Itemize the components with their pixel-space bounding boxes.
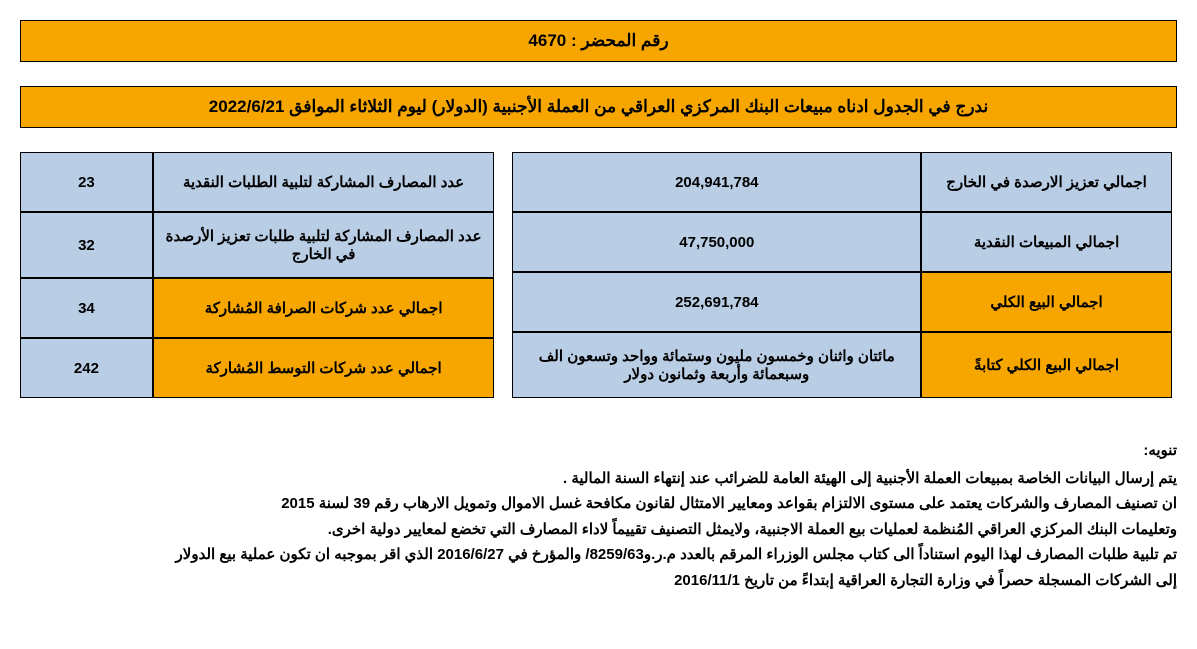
row-label: عدد المصارف المشاركة لتلبية طلبات تعزيز …	[153, 212, 495, 278]
table-row: عدد المصارف المشاركة لتلبية طلبات تعزيز …	[20, 212, 494, 278]
notes-line: ان تصنيف المصارف والشركات يعتمد على مستو…	[20, 491, 1177, 517]
row-value: 23	[20, 152, 153, 212]
table-row: اجمالي المبيعات النقدية47,750,000	[512, 212, 1171, 272]
notes-line: إلى الشركات المسجلة حصراً في وزارة التجا…	[20, 568, 1177, 594]
subtitle-bar: ندرج في الجدول ادناه مبيعات البنك المركز…	[20, 86, 1177, 128]
row-label: اجمالي عدد شركات التوسط المُشاركة	[153, 338, 495, 398]
row-value: 252,691,784	[512, 272, 921, 332]
row-label: اجمالي البيع الكلي كتابةً	[921, 332, 1172, 398]
table-row: اجمالي عدد شركات الصرافة المُشاركة34	[20, 278, 494, 338]
notes-line: تم تلبية طلبات المصارف لهذا اليوم استناد…	[20, 542, 1177, 568]
notes-line: يتم إرسال البيانات الخاصة بمبيعات العملة…	[20, 466, 1177, 492]
notes-title: تنويه:	[20, 438, 1177, 464]
record-number-bar: رقم المحضر : 4670	[20, 20, 1177, 62]
row-value: مائتان واثنان وخمسون مليون وستمائة وواحد…	[512, 332, 921, 398]
row-label: اجمالي عدد شركات الصرافة المُشاركة	[153, 278, 495, 338]
notes-line: وتعليمات البنك المركزي العراقي المُنظمة …	[20, 517, 1177, 543]
counts-table-container: عدد المصارف المشاركة لتلبية الطلبات النق…	[20, 152, 494, 398]
row-label: اجمالي المبيعات النقدية	[921, 212, 1172, 272]
row-value: 242	[20, 338, 153, 398]
row-label: اجمالي البيع الكلي	[921, 272, 1172, 332]
row-value: 32	[20, 212, 153, 278]
notes-section: تنويه: يتم إرسال البيانات الخاصة بمبيعات…	[20, 438, 1177, 593]
totals-table-container: اجمالي تعزيز الارصدة في الخارج204,941,78…	[512, 152, 1171, 398]
row-value: 47,750,000	[512, 212, 921, 272]
row-label: عدد المصارف المشاركة لتلبية الطلبات النق…	[153, 152, 495, 212]
table-row: عدد المصارف المشاركة لتلبية الطلبات النق…	[20, 152, 494, 212]
table-row: اجمالي البيع الكلي كتابةًمائتان واثنان و…	[512, 332, 1171, 398]
row-value: 204,941,784	[512, 152, 921, 212]
table-row: اجمالي تعزيز الارصدة في الخارج204,941,78…	[512, 152, 1171, 212]
totals-table: اجمالي تعزيز الارصدة في الخارج204,941,78…	[512, 152, 1171, 398]
counts-table: عدد المصارف المشاركة لتلبية الطلبات النق…	[20, 152, 494, 398]
row-label: اجمالي تعزيز الارصدة في الخارج	[921, 152, 1172, 212]
table-row: اجمالي عدد شركات التوسط المُشاركة242	[20, 338, 494, 398]
tables-wrapper: عدد المصارف المشاركة لتلبية الطلبات النق…	[20, 152, 1177, 398]
table-row: اجمالي البيع الكلي252,691,784	[512, 272, 1171, 332]
row-value: 34	[20, 278, 153, 338]
